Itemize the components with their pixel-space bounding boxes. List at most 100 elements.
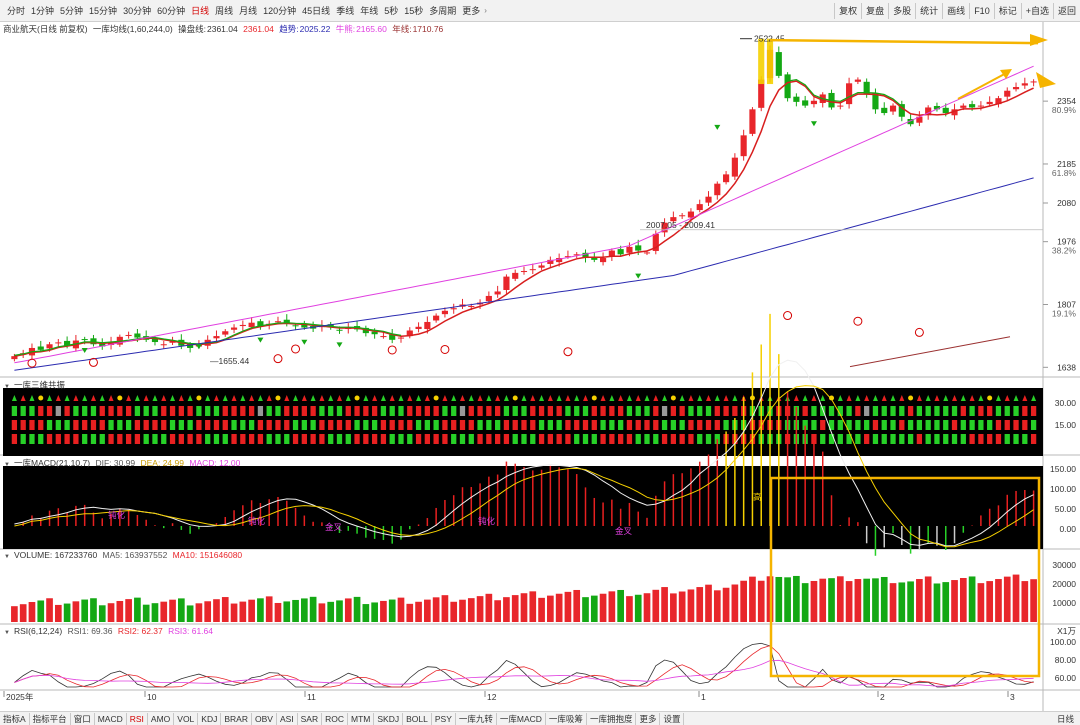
indicator-tab[interactable]: SKDJ	[374, 712, 404, 725]
sanwei-bar	[266, 420, 272, 430]
sanwei-marker	[670, 395, 676, 401]
indicator-tab[interactable]: 一库MACD	[497, 712, 546, 725]
sanwei-bar	[556, 434, 562, 444]
toolbar-button[interactable]: 复权	[834, 2, 861, 19]
sanwei-bar	[978, 434, 984, 444]
period-tab[interactable]: 120分钟	[263, 6, 297, 16]
candle-body	[503, 276, 510, 290]
sanwei-tick: 15.00	[1055, 420, 1077, 430]
sanwei-bar	[161, 434, 167, 444]
chart-area[interactable]: 2354 80.9% 2185 61.8% 2080 1976 38.2% 1807 19.1%…	[0, 22, 1080, 712]
candle-body	[485, 295, 492, 302]
sanwei-bar	[257, 420, 264, 430]
candle-body	[169, 341, 176, 343]
candle-body	[230, 327, 238, 330]
collapse-icon[interactable]: ▼	[4, 630, 10, 636]
indicator-tab-list: 指标A 指标平台 窗口 MACD RSI AMO VOL KDJ BRAR OBV ASI SAR RO…	[0, 712, 685, 725]
sanwei-marker	[626, 395, 632, 401]
period-tab[interactable]: 分时	[7, 6, 26, 16]
indicator-tab[interactable]: ROC	[322, 712, 349, 725]
sanwei-marker	[969, 395, 975, 401]
indicator-tab[interactable]: MTM	[348, 712, 375, 725]
indicator-tab[interactable]: 一库九转	[456, 712, 497, 725]
toolbar-button[interactable]: 返回	[1052, 2, 1080, 19]
indicator-tab[interactable]: 指标A	[0, 712, 30, 725]
sanwei-marker	[1031, 395, 1037, 401]
candle-body	[679, 215, 686, 217]
period-tab[interactable]: 月线	[239, 6, 258, 16]
sanwei-marker	[978, 395, 984, 401]
sanwei-bar	[178, 420, 184, 430]
indicator-tab[interactable]: OBV	[252, 712, 277, 725]
volume-bar	[889, 583, 897, 622]
buy-signal-icon	[853, 316, 863, 326]
sanwei-marker	[319, 395, 325, 401]
toolbar-button[interactable]: F10	[969, 2, 994, 19]
indicator-tab[interactable]: SAR	[298, 712, 323, 725]
sanwei-bar	[907, 434, 914, 444]
collapse-icon[interactable]: ▼	[4, 554, 10, 560]
sanwei-marker	[161, 395, 167, 401]
sanwei-bar	[714, 434, 720, 444]
period-tab[interactable]: 日线	[191, 6, 210, 16]
indicator-tab[interactable]: ASI	[277, 712, 298, 725]
volume-bar	[661, 587, 668, 622]
toolbar-button[interactable]: 复盘	[861, 2, 888, 19]
sanwei-bar	[653, 434, 659, 444]
indicator-tab[interactable]: VOL	[174, 712, 199, 725]
indicator-tab[interactable]: 一库吸筹	[546, 712, 587, 725]
sanwei-bar	[398, 434, 404, 444]
candle-body	[1021, 83, 1028, 86]
period-tab[interactable]: 周线	[215, 6, 234, 16]
collapse-icon[interactable]: ▼	[4, 384, 10, 390]
toolbar-button[interactable]: 统计	[915, 2, 942, 19]
more-chevron-icon[interactable]: ›	[484, 6, 487, 15]
sanwei-bar	[248, 434, 255, 444]
indicator-tab[interactable]: PSY	[432, 712, 456, 725]
sanwei-bar	[134, 406, 141, 416]
indicator-tab[interactable]: AMO	[148, 712, 175, 725]
indicator-tab[interactable]: 窗口	[71, 712, 95, 725]
period-tab[interactable]: 多周期	[429, 6, 457, 16]
sell-signal-icon	[336, 342, 343, 348]
sanwei-bar	[275, 420, 281, 430]
indicator-tab[interactable]: 设置	[660, 712, 685, 725]
toolbar-button[interactable]: 标记	[993, 2, 1021, 19]
period-tab[interactable]: 15分钟	[89, 6, 118, 16]
sanwei-marker	[899, 395, 905, 401]
period-tab[interactable]: 15秒	[404, 6, 424, 16]
indicator-tab[interactable]: KDJ	[198, 712, 222, 725]
indicator-tab[interactable]: BOLL	[403, 712, 432, 725]
period-tab[interactable]: 60分钟	[157, 6, 186, 16]
sanwei-bar	[29, 420, 35, 430]
indicator-tab[interactable]: 一库拥抱度	[587, 712, 637, 725]
sanwei-bar	[117, 434, 123, 444]
sanwei-bar	[169, 434, 176, 444]
indicator-tab[interactable]: 指标平台	[30, 712, 71, 725]
sanwei-bar	[371, 434, 378, 444]
ma-name: 一库均线(1,60,244,0)	[92, 24, 173, 34]
period-tab[interactable]: 1分钟	[31, 6, 55, 16]
period-tab[interactable]: 更多	[462, 6, 481, 16]
volume-ma10: MA10: 151646080	[172, 550, 243, 560]
volume-legend: ▼ VOLUME: 167233760 MA5: 163937552 MA10: …	[3, 550, 245, 561]
period-tab[interactable]: 30分钟	[123, 6, 152, 16]
price-axis-label: 1638	[1057, 362, 1076, 372]
collapse-icon[interactable]: ▼	[4, 462, 10, 468]
period-tab[interactable]: 季线	[336, 6, 355, 16]
period-tab[interactable]: 年线	[360, 6, 379, 16]
indicator-tab[interactable]: BRAR	[221, 712, 252, 725]
toolbar-button[interactable]: 多股	[888, 2, 915, 19]
toolbar-button[interactable]: 画线	[942, 2, 969, 19]
indicator-tab[interactable]: 更多	[636, 712, 661, 725]
period-tab[interactable]: 45日线	[302, 6, 331, 16]
toolbar-button[interactable]: +自选	[1020, 2, 1053, 19]
sanwei-bar	[1030, 420, 1037, 430]
indicator-tab[interactable]: RSI	[127, 712, 148, 725]
sanwei-bar	[872, 406, 879, 416]
indicator-tab[interactable]: MACD	[95, 712, 127, 725]
sanwei-bar	[864, 434, 870, 444]
period-tab[interactable]: 5秒	[384, 6, 399, 16]
period-tab[interactable]: 5分钟	[60, 6, 84, 16]
